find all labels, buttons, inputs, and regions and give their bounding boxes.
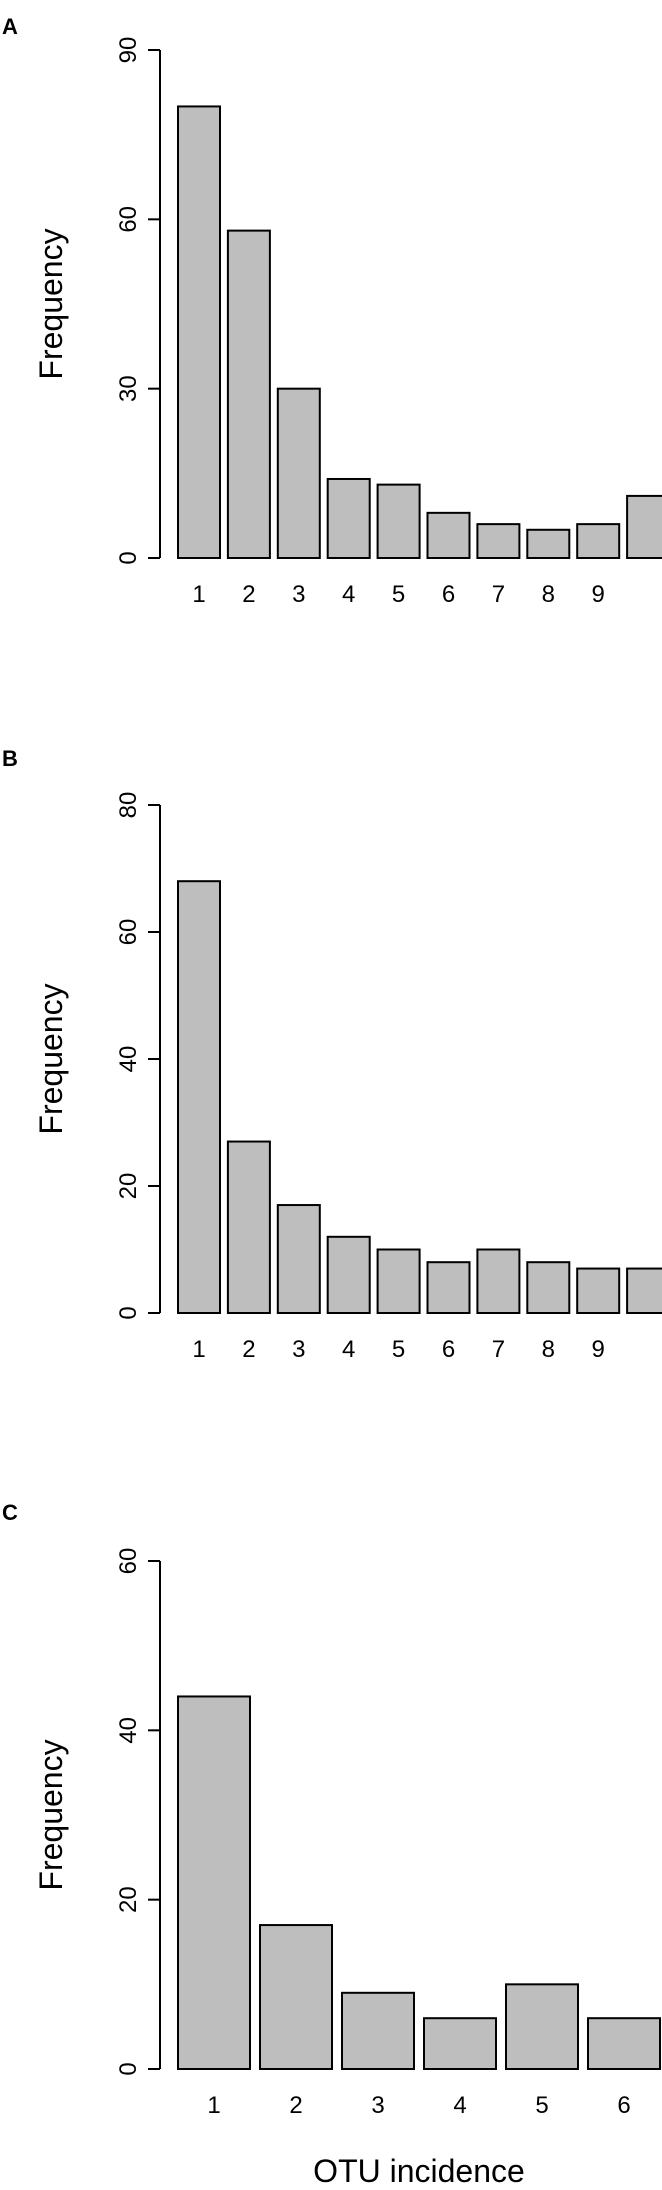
x-tick-label: 6 bbox=[617, 2092, 630, 2119]
y-tick-label: 0 bbox=[115, 551, 142, 564]
x-tick-label: 2 bbox=[242, 581, 255, 608]
bar bbox=[526, 1261, 571, 1314]
bar bbox=[226, 229, 271, 559]
bar bbox=[626, 494, 662, 559]
bar bbox=[505, 1983, 579, 2071]
x-tick-label: 3 bbox=[292, 1336, 305, 1363]
bar bbox=[626, 1267, 662, 1315]
y-axis-title: Frequency bbox=[33, 228, 69, 379]
bar bbox=[226, 1140, 271, 1315]
x-tick-label: 6 bbox=[442, 581, 455, 608]
x-tick-label: 7 bbox=[492, 1336, 505, 1363]
x-tick-label: 5 bbox=[392, 581, 405, 608]
y-tick-label: 60 bbox=[115, 919, 142, 946]
y-tick-label: 20 bbox=[115, 1886, 142, 1913]
y-axis-title: Frequency bbox=[33, 983, 69, 1134]
bar bbox=[177, 105, 221, 559]
y-tick-label: 60 bbox=[115, 206, 142, 233]
y-tick-label: 40 bbox=[115, 1046, 142, 1073]
y-tick-label: 0 bbox=[115, 2062, 142, 2075]
panel-label: B bbox=[2, 746, 18, 771]
x-tick-label: 9 bbox=[592, 581, 605, 608]
bar bbox=[576, 1267, 621, 1315]
bar bbox=[426, 511, 471, 559]
panel-label: A bbox=[2, 14, 18, 39]
bar bbox=[587, 2017, 661, 2070]
bar bbox=[423, 2017, 497, 2070]
x-tick-label: 6 bbox=[442, 1336, 455, 1363]
x-tick-label: 4 bbox=[342, 1336, 355, 1363]
bar bbox=[376, 483, 421, 559]
x-tick-label: 3 bbox=[292, 581, 305, 608]
x-tick-label: 9 bbox=[592, 1336, 605, 1363]
bar bbox=[426, 1261, 471, 1314]
bar bbox=[276, 387, 321, 559]
bar bbox=[326, 477, 371, 560]
x-tick-label: 2 bbox=[242, 1336, 255, 1363]
x-tick-label: 1 bbox=[192, 581, 205, 608]
x-tick-label: 2 bbox=[289, 2092, 302, 2119]
x-axis-title: OTU incidence bbox=[313, 2153, 525, 2189]
bar bbox=[476, 1248, 521, 1314]
y-axis-title: Frequency bbox=[33, 1739, 69, 1890]
bar bbox=[276, 1204, 321, 1315]
x-tick-label: 4 bbox=[342, 581, 355, 608]
x-tick-label: 5 bbox=[535, 2092, 548, 2119]
y-tick-label: 20 bbox=[115, 1173, 142, 1200]
x-tick-label: 8 bbox=[542, 581, 555, 608]
y-tick-label: 90 bbox=[115, 37, 142, 64]
x-tick-label: 7 bbox=[492, 581, 505, 608]
x-tick-label: 1 bbox=[207, 2092, 220, 2119]
chart-panel-c: C 0 20 40 60 Frequency 1 2 3 4 5 6 OTU incidence bbox=[2, 1500, 661, 2189]
panel-label: C bbox=[2, 1500, 18, 1525]
bar bbox=[526, 528, 571, 559]
bar bbox=[177, 880, 221, 1314]
bar bbox=[341, 1991, 415, 2071]
x-tick-label: 3 bbox=[371, 2092, 384, 2119]
y-tick-label: 80 bbox=[115, 792, 142, 819]
bar bbox=[376, 1248, 421, 1314]
bar bbox=[576, 523, 621, 560]
y-tick-label: 40 bbox=[115, 1717, 142, 1744]
chart-panel-b: B 0 20 40 60 80 Frequency 1 2 3 4 5 6 7 8 9 bbox=[2, 746, 662, 1363]
x-tick-label: 5 bbox=[392, 1336, 405, 1363]
y-tick-label: 60 bbox=[115, 1548, 142, 1575]
bar bbox=[476, 523, 521, 560]
y-tick-label: 0 bbox=[115, 1306, 142, 1319]
x-tick-label: 1 bbox=[192, 1336, 205, 1363]
bar bbox=[177, 1695, 251, 2070]
x-tick-label: 4 bbox=[453, 2092, 466, 2119]
y-tick-label: 30 bbox=[115, 375, 142, 402]
bar bbox=[326, 1235, 371, 1315]
x-tick-label: 8 bbox=[542, 1336, 555, 1363]
bar bbox=[259, 1924, 333, 2070]
chart-panel-a: A 0 30 60 90 Frequency 1 2 3 4 5 6 7 8 9 bbox=[2, 14, 662, 608]
